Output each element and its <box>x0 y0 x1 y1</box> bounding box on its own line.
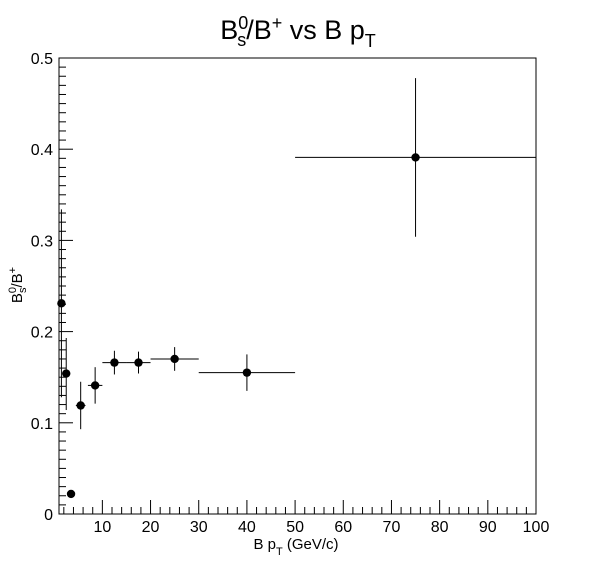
x-tick-label: 100 <box>523 519 550 536</box>
y-tick-label: 0.1 <box>31 416 53 433</box>
data-point <box>295 78 536 237</box>
point-marker <box>90 381 100 390</box>
data-point <box>126 351 151 374</box>
y-tick-label: 0.5 <box>31 51 53 68</box>
x-tick-label: 40 <box>238 519 256 536</box>
point-marker <box>134 358 143 367</box>
point-marker <box>170 354 179 364</box>
data-series <box>57 78 536 499</box>
y-tick-label: 0.2 <box>31 325 53 342</box>
x-tick-label: 10 <box>93 519 111 536</box>
y-tick-label: 0.4 <box>31 142 53 159</box>
point-marker <box>66 489 76 499</box>
data-point <box>87 367 103 404</box>
x-tick-label: 60 <box>334 519 352 536</box>
x-tick-label: 20 <box>142 519 160 536</box>
point-marker <box>57 299 66 308</box>
point-marker <box>76 401 85 410</box>
point-marker <box>411 153 420 162</box>
x-tick-label: 70 <box>383 519 401 536</box>
data-point <box>198 354 296 391</box>
y-axis: 0 0.1 0.2 0.3 0.4 0.5 <box>31 51 73 524</box>
y-tick-label: 0.3 <box>31 233 53 250</box>
data-point <box>150 347 199 371</box>
point-marker <box>242 368 252 377</box>
x-axis-title: B pT (GeV/c) <box>253 536 338 558</box>
chart-title: B0 s/B+ vs B pT <box>220 13 376 51</box>
data-point <box>57 209 66 398</box>
x-tick-label: 50 <box>286 519 304 536</box>
y-axis-title: B0s/B+ <box>7 267 29 303</box>
x-tick-label: 30 <box>190 519 208 536</box>
y-tick-label: 0 <box>44 507 53 524</box>
plot-frame <box>58 57 537 515</box>
data-point <box>66 489 76 499</box>
x-tick-label: 80 <box>431 519 449 536</box>
point-marker <box>110 358 119 367</box>
data-point <box>75 381 86 430</box>
data-point <box>62 337 71 411</box>
x-axis: 10 20 30 40 50 60 70 80 90 100 <box>63 500 550 536</box>
data-point <box>102 350 127 375</box>
point-marker <box>62 369 71 378</box>
x-tick-label: 90 <box>479 519 497 536</box>
